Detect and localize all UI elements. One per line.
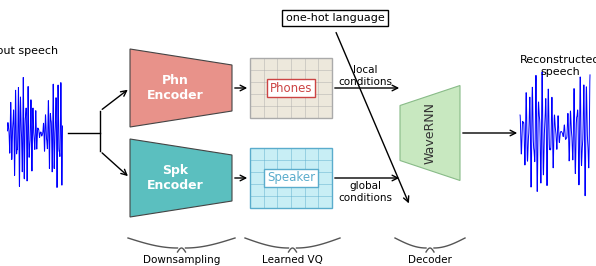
Polygon shape <box>400 85 460 181</box>
Polygon shape <box>130 49 232 127</box>
Text: Phn
Encoder: Phn Encoder <box>147 74 203 102</box>
Text: global
conditions: global conditions <box>338 181 392 203</box>
Text: Speaker: Speaker <box>267 172 315 185</box>
Text: Decoder: Decoder <box>408 255 452 265</box>
Text: Downsampling
Encoders: Downsampling Encoders <box>143 255 220 266</box>
Bar <box>250 148 332 208</box>
Bar <box>250 58 332 118</box>
Text: Spk
Encoder: Spk Encoder <box>147 164 203 192</box>
Text: local
conditions: local conditions <box>338 65 392 87</box>
Text: Learned VQ
Codebooks: Learned VQ Codebooks <box>262 255 323 266</box>
Polygon shape <box>130 139 232 217</box>
Text: Input speech: Input speech <box>0 46 58 56</box>
Text: Phones: Phones <box>270 81 312 94</box>
Text: WaveRNN: WaveRNN <box>424 102 436 164</box>
Text: Reconstructed
speech: Reconstructed speech <box>520 55 596 77</box>
Text: one-hot language: one-hot language <box>285 13 384 23</box>
